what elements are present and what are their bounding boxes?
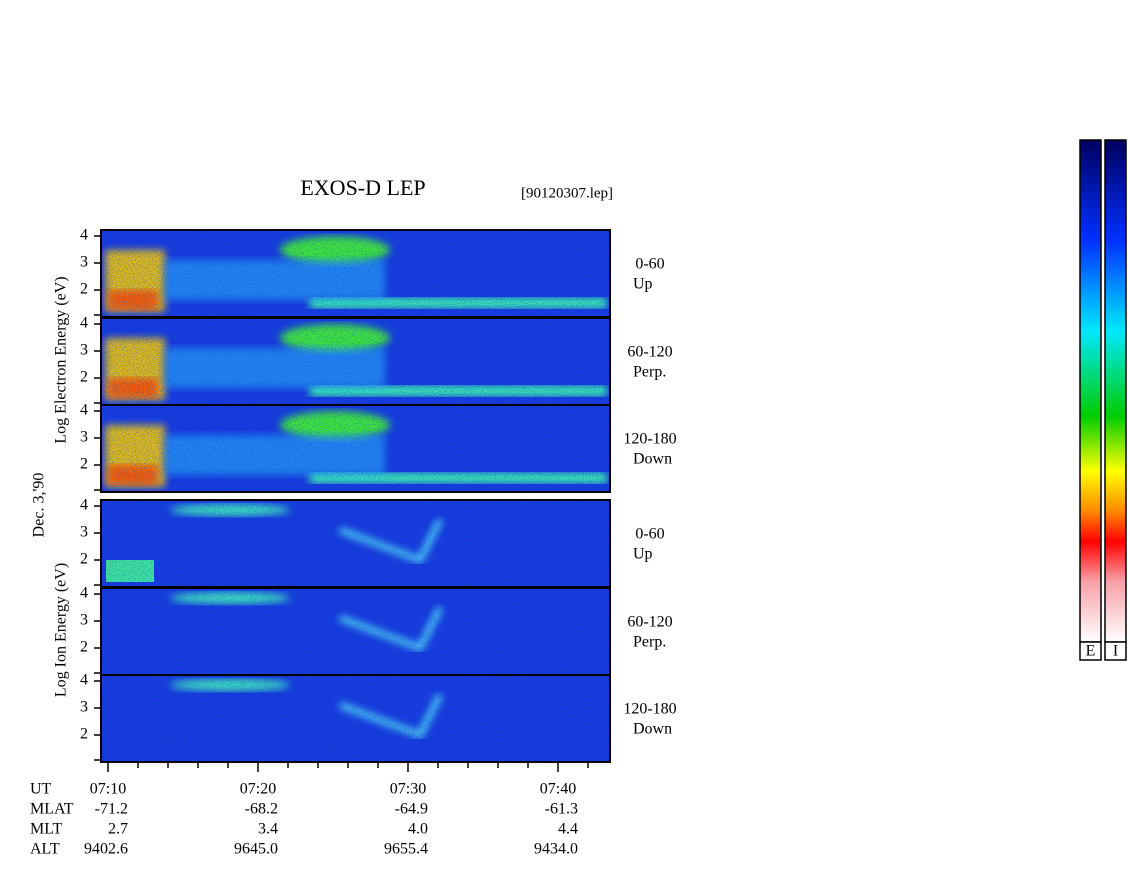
y-tick-label: 4 (80, 402, 88, 419)
direction-label: Up (633, 276, 653, 293)
y-tick-label: 4 (80, 672, 88, 689)
noise (101, 230, 610, 317)
ephemeris-value: -71.2 (95, 801, 128, 818)
y-tick-label: 4 (80, 585, 88, 602)
ephemeris-value: 9645.0 (234, 841, 278, 858)
ephemeris-value: 9434.0 (534, 841, 578, 858)
color-bar-label: E (1086, 643, 1096, 660)
angle-label: 60-120 (627, 614, 672, 631)
color-bar-label: I (1113, 643, 1118, 660)
y-tick-label: 3 (80, 254, 88, 271)
ephemeris-value: 3.4 (258, 821, 278, 838)
time-axis-label: UT (30, 781, 52, 798)
ephemeris-value: -64.9 (395, 801, 428, 818)
angle-label: 0-60 (635, 256, 664, 273)
noise (101, 405, 610, 492)
date-label: Dec. 3,'90 (31, 473, 48, 538)
y-tick-label: 2 (80, 281, 88, 298)
y-tick-label: 2 (80, 726, 88, 743)
noise (101, 500, 610, 587)
angle-label: 120-180 (623, 701, 676, 718)
y-tick-label: 2 (80, 456, 88, 473)
y-tick-label: 2 (80, 639, 88, 656)
angle-label: 0-60 (635, 526, 664, 543)
y-tick-label: 4 (80, 227, 88, 244)
ephemeris-value: 4.4 (558, 821, 578, 838)
title: EXOS-D LEP (300, 175, 425, 200)
panel-frame (100, 404, 611, 493)
y-tick-label: 4 (80, 315, 88, 332)
y-tick-label: 3 (80, 342, 88, 359)
y-axis-label: Log Ion Energy (eV) (53, 563, 70, 697)
ephemeris-value: 9655.4 (384, 841, 428, 858)
angle-label: 120-180 (623, 431, 676, 448)
y-tick-label: 4 (80, 497, 88, 514)
y-tick-label: 2 (80, 551, 88, 568)
y-tick-label: 3 (80, 429, 88, 446)
direction-label: Down (633, 451, 672, 468)
direction-label: Perp. (633, 364, 666, 381)
x-tick-label: 07:40 (540, 781, 576, 798)
y-tick-label: 3 (80, 612, 88, 629)
y-tick-label: 3 (80, 699, 88, 716)
noise (101, 675, 610, 762)
x-tick-label: 07:20 (240, 781, 276, 798)
ephemeris-label: MLAT (30, 801, 74, 818)
color-bar (1079, 139, 1102, 643)
direction-label: Down (633, 721, 672, 738)
direction-label: Perp. (633, 634, 666, 651)
ephemeris-value: 9402.6 (84, 841, 128, 858)
direction-label: Up (633, 546, 653, 563)
y-axis-label: Log Electron Energy (eV) (53, 276, 70, 443)
color-bar-box (1104, 641, 1127, 661)
noise (101, 318, 610, 405)
ephemeris-value: 2.7 (108, 821, 128, 838)
ephemeris-value: -61.3 (545, 801, 578, 818)
y-tick-label: 2 (80, 369, 88, 386)
color-bar-box (1079, 641, 1102, 661)
ephemeris-label: ALT (30, 841, 60, 858)
ephemeris-value: 4.0 (408, 821, 428, 838)
angle-label: 60-120 (627, 344, 672, 361)
ephemeris-label: MLT (30, 821, 63, 838)
file-name: [90120307.lep] (521, 185, 613, 201)
noise (101, 588, 610, 675)
y-tick-label: 3 (80, 524, 88, 541)
color-bar (1104, 139, 1127, 643)
x-tick-label: 07:10 (90, 781, 126, 798)
ephemeris-value: -68.2 (245, 801, 278, 818)
x-tick-label: 07:30 (390, 781, 426, 798)
